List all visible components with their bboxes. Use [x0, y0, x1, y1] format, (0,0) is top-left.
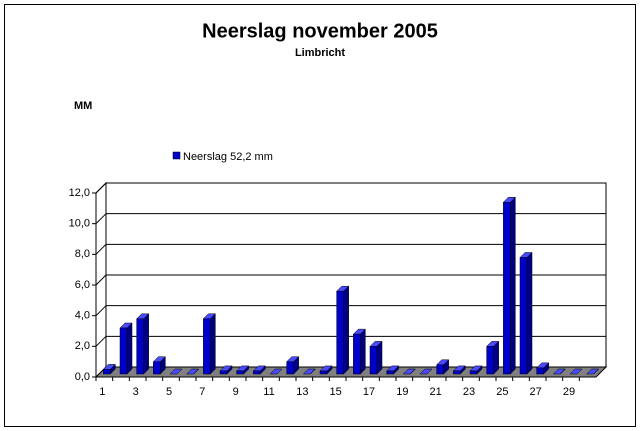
chart-subtitle: Limbricht	[295, 47, 345, 59]
bar-side	[143, 313, 149, 375]
bar	[436, 364, 444, 375]
bar	[153, 361, 161, 375]
bar-side	[360, 328, 366, 375]
bar-side	[210, 313, 216, 375]
bar	[119, 327, 128, 375]
x-tick-label: 23	[463, 386, 475, 398]
bar	[336, 290, 344, 375]
x-tick-label: 21	[430, 386, 442, 398]
bar-side	[576, 368, 583, 375]
grid-line	[95, 335, 107, 347]
grid-line	[95, 243, 107, 255]
bar-side	[493, 340, 499, 375]
bar-side	[560, 368, 566, 375]
x-tick-label: 9	[233, 386, 239, 398]
y-tick-label: 6,0	[75, 279, 90, 291]
bar-side	[376, 340, 383, 375]
bar-side	[526, 251, 533, 375]
x-tick-label: 29	[563, 386, 575, 398]
x-tick-label: 7	[199, 386, 205, 398]
bar	[219, 370, 228, 375]
chart-title: Neerslag november 2005	[202, 20, 438, 42]
bar	[503, 202, 511, 375]
bar	[136, 318, 144, 375]
bar	[453, 370, 461, 375]
bar	[536, 367, 544, 375]
legend-label: Neerslag 52,2 mm	[183, 151, 273, 163]
bar-side	[310, 368, 316, 375]
grid-line	[95, 274, 107, 286]
bar-side	[410, 368, 416, 375]
bar	[486, 346, 494, 375]
y-tick-label: 8,0	[75, 248, 90, 260]
x-tick-label: 13	[296, 386, 308, 398]
bar	[286, 361, 294, 375]
bar	[353, 333, 361, 375]
x-tick-label: 19	[396, 386, 408, 398]
x-tick-label: 17	[363, 386, 375, 398]
bar-side	[510, 196, 516, 375]
bar-side	[426, 368, 433, 375]
grid-line	[95, 305, 107, 317]
y-axis-label: MM	[74, 100, 92, 112]
bar	[369, 346, 378, 375]
legend-swatch	[172, 151, 181, 160]
x-tick-label: 25	[496, 386, 508, 398]
bar	[386, 370, 394, 375]
y-tick-label: 12,0	[69, 187, 90, 199]
x-tick-label: 5	[166, 386, 172, 398]
y-tick-label: 0,0	[75, 371, 90, 383]
grid-line	[95, 213, 107, 225]
bar-side	[593, 368, 599, 375]
grid-line	[95, 182, 107, 194]
bar-side	[276, 368, 283, 375]
bar	[469, 370, 478, 375]
x-tick-label: 15	[330, 386, 342, 398]
bar	[519, 257, 528, 375]
x-tick-label: 1	[99, 386, 105, 398]
y-tick-label: 4,0	[75, 310, 90, 322]
bar	[319, 370, 328, 375]
bar	[203, 318, 211, 375]
x-tick-label: 27	[530, 386, 542, 398]
y-tick-label: 10,0	[69, 218, 90, 230]
bar	[103, 369, 111, 375]
bar-side	[343, 285, 349, 375]
x-tick-label: 3	[133, 386, 139, 398]
bar	[236, 370, 244, 375]
bar-side	[126, 322, 133, 375]
y-tick-label: 2,0	[75, 340, 90, 352]
bar-side	[176, 368, 183, 375]
x-tick-label: 11	[263, 386, 274, 398]
bar	[253, 370, 261, 375]
bar-side	[193, 368, 199, 375]
